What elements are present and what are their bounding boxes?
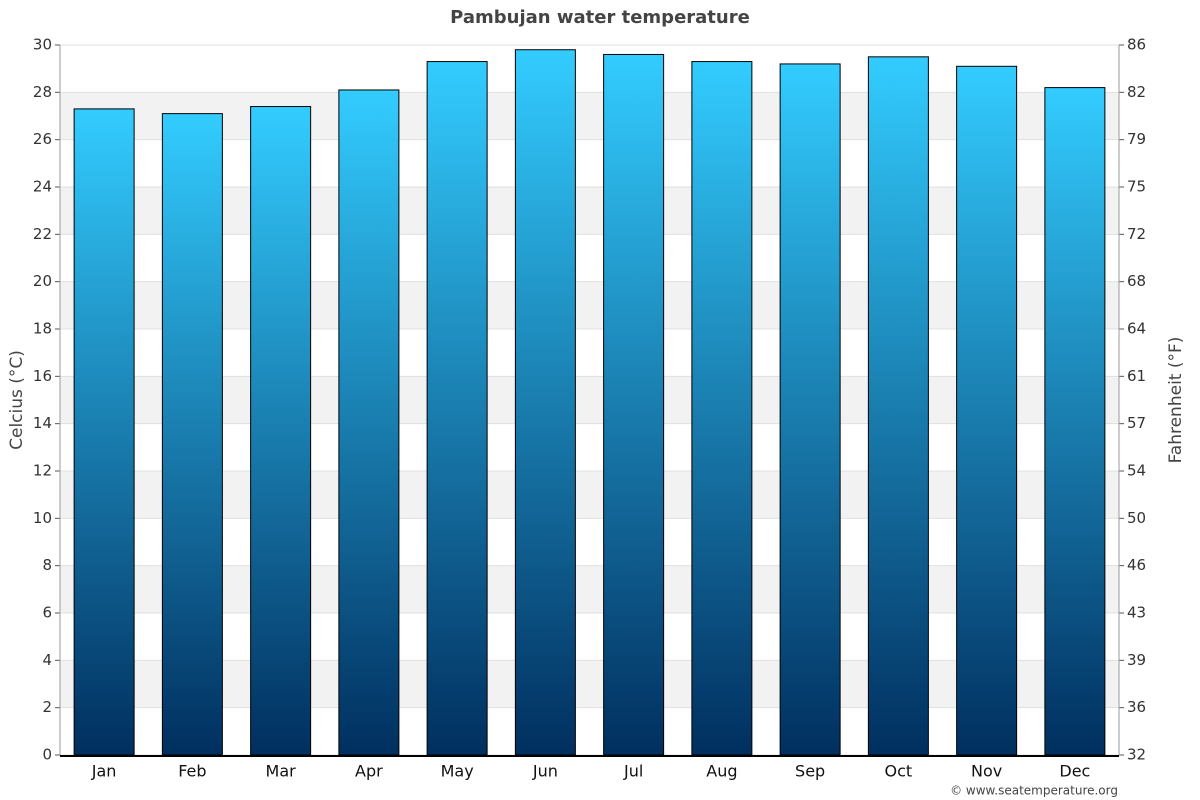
y2-tick-label: 75 (1127, 178, 1146, 196)
x-tick-label: Dec (1059, 762, 1090, 781)
y-tick-label: 8 (42, 556, 52, 574)
grid-band (60, 376, 1119, 424)
y2-tick-label: 72 (1127, 225, 1146, 243)
bar (603, 53, 665, 756)
y2-tick-label: 54 (1127, 462, 1146, 480)
y2-tick-label: 64 (1127, 320, 1146, 338)
credit: © www.seatemperature.org (950, 784, 1118, 798)
y-tick-label: 0 (42, 746, 52, 764)
x-tick-label: Feb (178, 762, 206, 781)
bar (1044, 87, 1106, 756)
y-tick-label: 16 (33, 367, 52, 385)
y2-tick-label: 50 (1127, 509, 1146, 527)
chart-title: Pambujan water temperature (450, 7, 750, 28)
y2-tick-label: 79 (1127, 130, 1146, 148)
bar (73, 108, 135, 756)
y2-tick-label: 32 (1127, 746, 1146, 764)
y2-axis-title: Fahrenheit (°F) (1166, 337, 1186, 464)
y-tick-label: 14 (33, 414, 52, 432)
y2-tick-label: 68 (1127, 272, 1146, 290)
x-tick-label: Sep (795, 762, 825, 781)
bar (691, 61, 753, 756)
x-tick-label: Jun (532, 762, 558, 781)
grid-band (60, 660, 1119, 708)
bar (161, 113, 223, 756)
y-tick-label: 20 (33, 272, 52, 290)
bar (514, 49, 576, 756)
grid-band (60, 281, 1119, 329)
y-tick-label: 10 (33, 509, 52, 527)
y-tick-label: 4 (42, 651, 52, 669)
x-tick-label: May (441, 762, 474, 781)
y-tick-label: 22 (33, 225, 52, 243)
x-tick-label: Apr (355, 762, 383, 781)
y2-tick-label: 86 (1127, 36, 1146, 54)
y-tick-label: 24 (33, 178, 52, 196)
bar (338, 89, 400, 756)
x-tick-label: Jul (623, 762, 643, 781)
y2-tick-label: 43 (1127, 604, 1146, 622)
y-tick-label: 18 (33, 320, 52, 338)
grid-band (60, 187, 1119, 235)
y-tick-label: 26 (33, 130, 52, 148)
x-tick-label: Mar (266, 762, 297, 781)
y2-tick-label: 46 (1127, 556, 1146, 574)
x-tick-label: Oct (885, 762, 913, 781)
grid-band (60, 471, 1119, 519)
bar (426, 61, 488, 756)
y-tick-label: 2 (42, 698, 52, 716)
y-tick-label: 28 (33, 83, 52, 101)
bar (867, 56, 929, 756)
bar (956, 65, 1018, 756)
y2-tick-label: 82 (1127, 83, 1146, 101)
y-tick-label: 30 (33, 36, 52, 54)
x-tick-label: Jan (91, 762, 117, 781)
grid-bands (60, 92, 1119, 708)
bar (250, 106, 312, 756)
y2-tick-label: 39 (1127, 651, 1146, 669)
y-tick-label: 6 (42, 604, 52, 622)
y-tick-label: 12 (33, 462, 52, 480)
bar (779, 63, 841, 756)
x-tick-label: Nov (971, 762, 1002, 781)
y-axis-title: Celcius (°C) (7, 350, 27, 450)
y2-tick-label: 36 (1127, 698, 1146, 716)
x-tick-label: Aug (706, 762, 737, 781)
y2-tick-label: 57 (1127, 414, 1146, 432)
grid-band (60, 565, 1119, 613)
grid-band (60, 92, 1119, 140)
y2-tick-label: 61 (1127, 367, 1146, 385)
